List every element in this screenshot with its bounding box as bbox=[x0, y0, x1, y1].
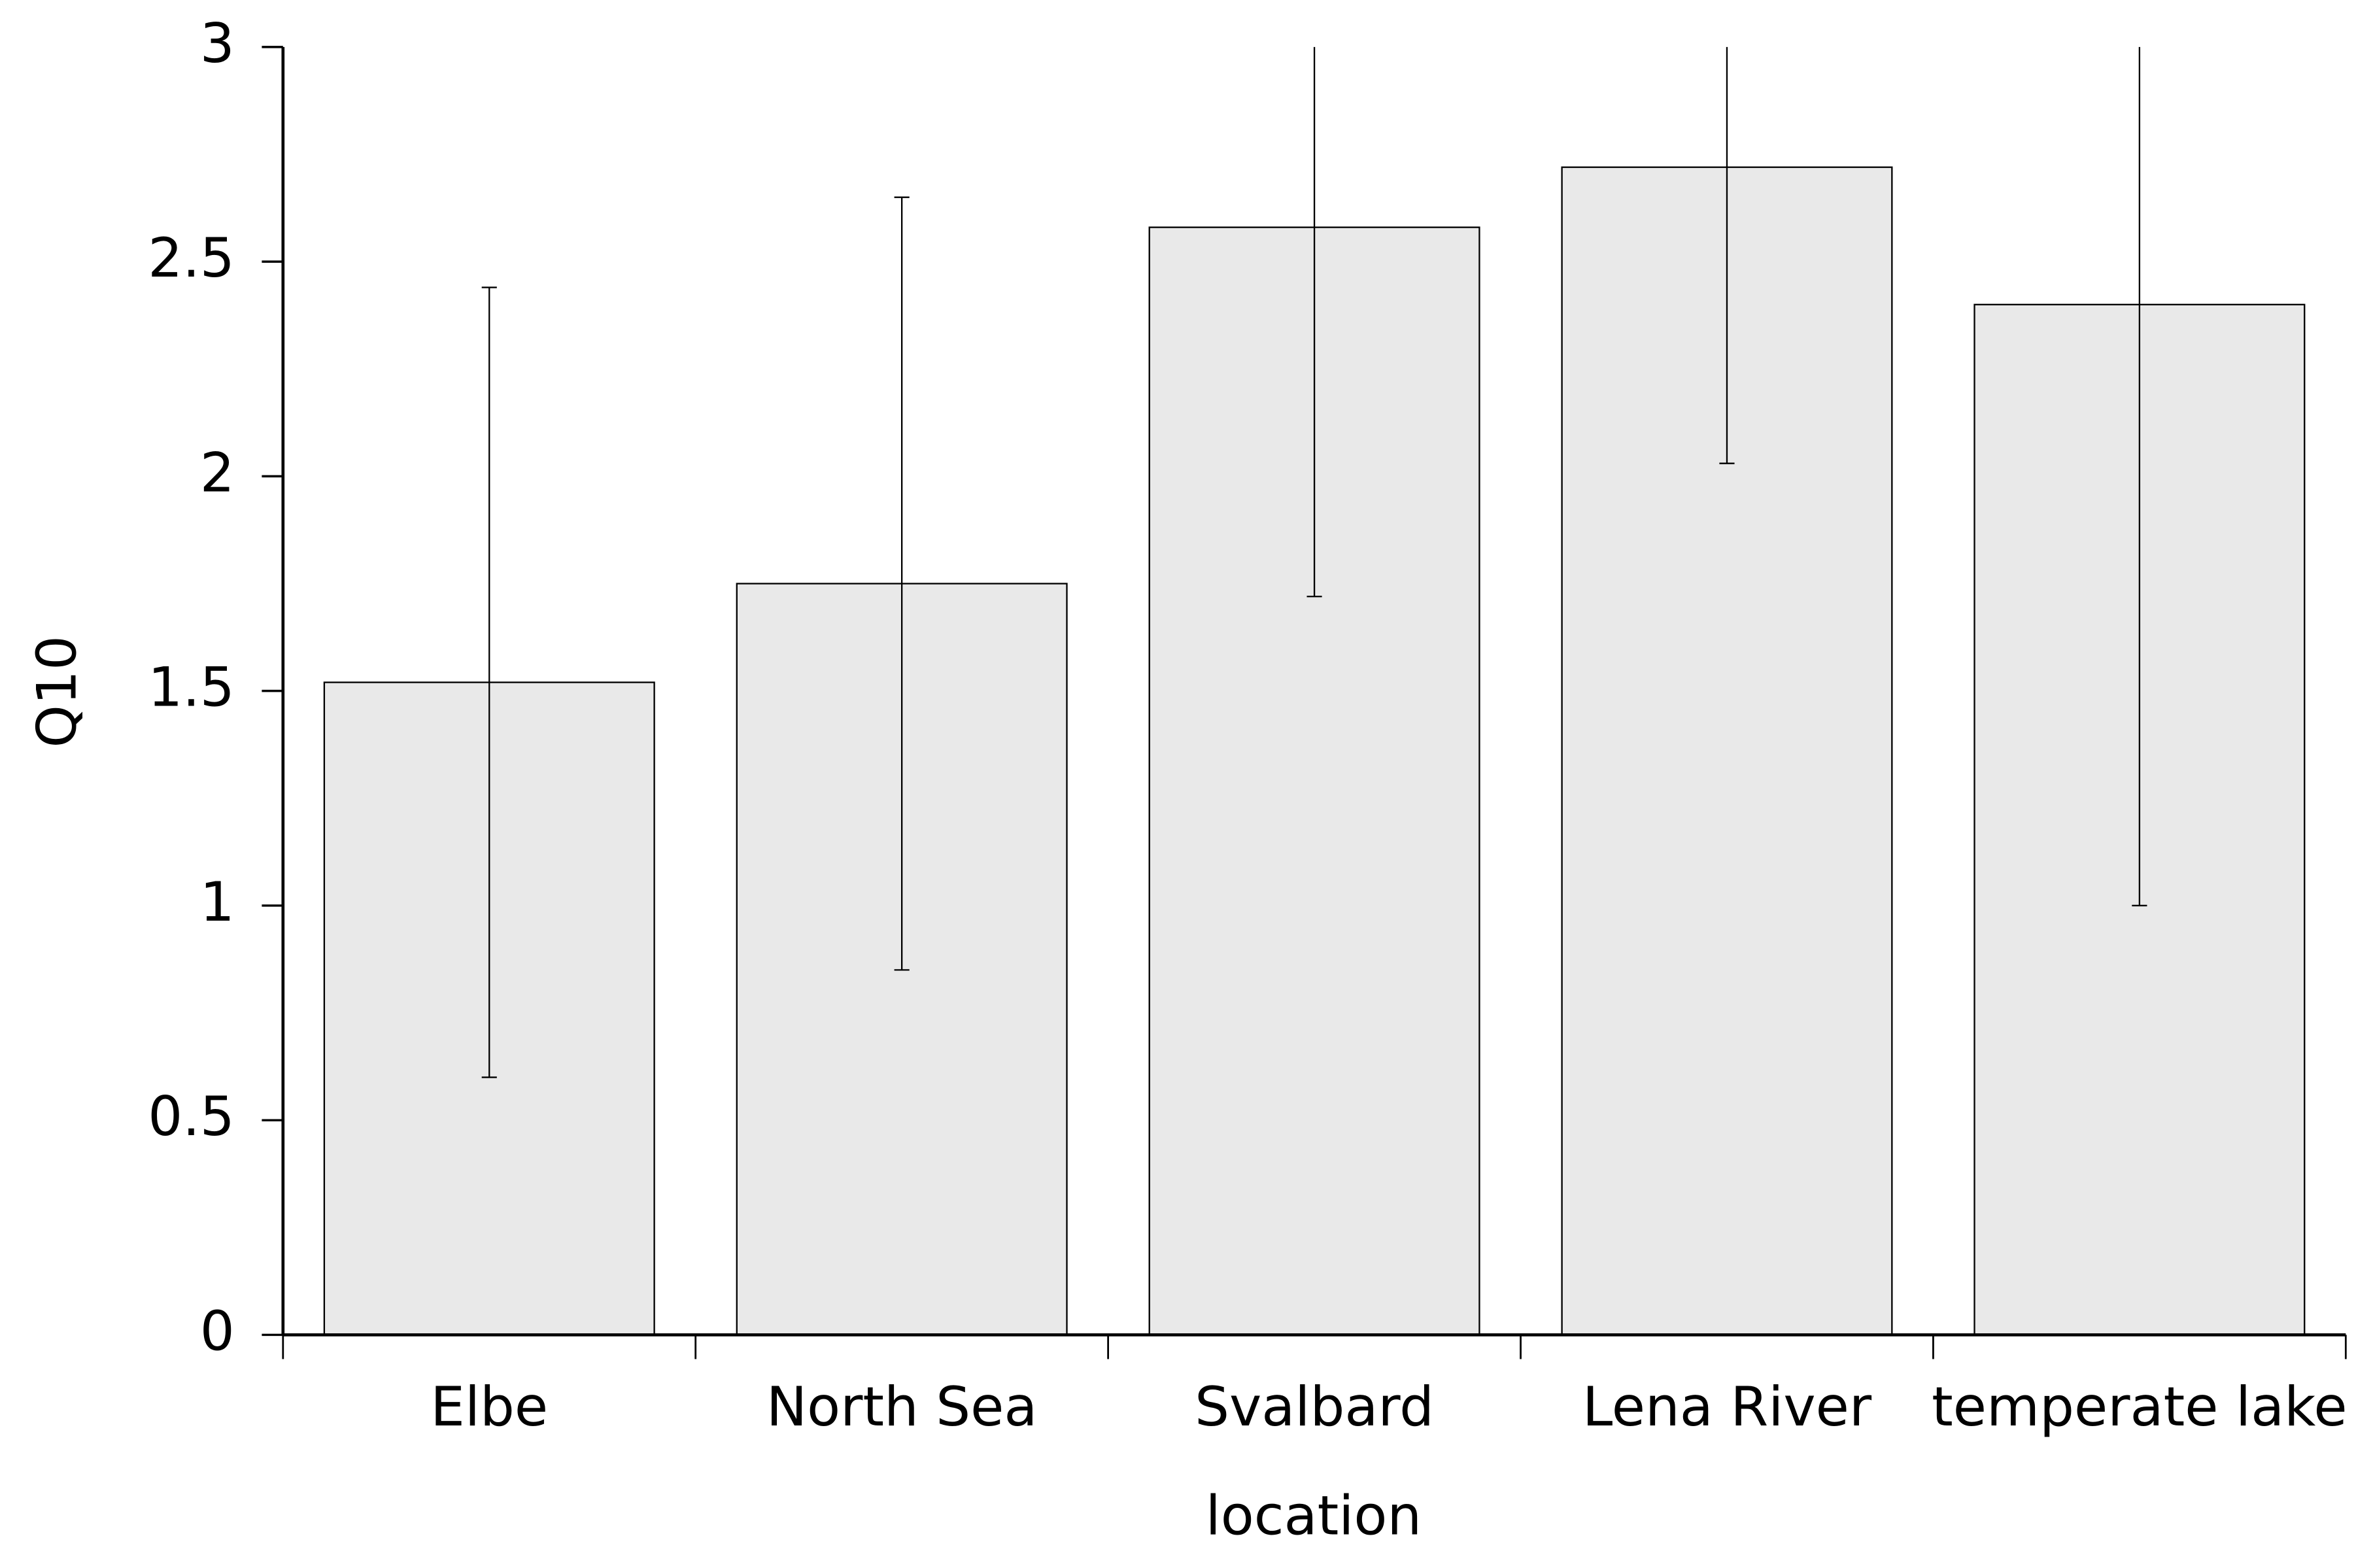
y-tick-label: 0 bbox=[200, 1299, 235, 1363]
y-tick-label: 2.5 bbox=[148, 226, 234, 290]
error-bar bbox=[2132, 46, 2147, 907]
x-tick-label: Svalbard bbox=[1195, 1375, 1434, 1439]
error-bar bbox=[481, 286, 497, 1078]
x-tick-label: temperate lake bbox=[1932, 1375, 2347, 1439]
error-bar bbox=[894, 196, 910, 971]
x-tick-label: Lena River bbox=[1582, 1375, 1872, 1439]
y-tick-label: 1 bbox=[200, 870, 235, 934]
x-axis-title: location bbox=[1206, 1484, 1422, 1548]
y-tick-label: 3 bbox=[200, 12, 235, 75]
error-bars bbox=[481, 46, 2147, 1078]
y-tick-label: 0.5 bbox=[148, 1085, 234, 1148]
x-tick-label: Elbe bbox=[430, 1375, 548, 1439]
error-bar bbox=[1306, 46, 1322, 598]
y-tick-label: 2 bbox=[200, 441, 235, 504]
y-axis-title: Q10 bbox=[26, 636, 89, 748]
error-bar bbox=[1719, 46, 1735, 464]
y-tick-label: 1.5 bbox=[148, 656, 234, 719]
x-tick-label: North Sea bbox=[766, 1375, 1038, 1439]
